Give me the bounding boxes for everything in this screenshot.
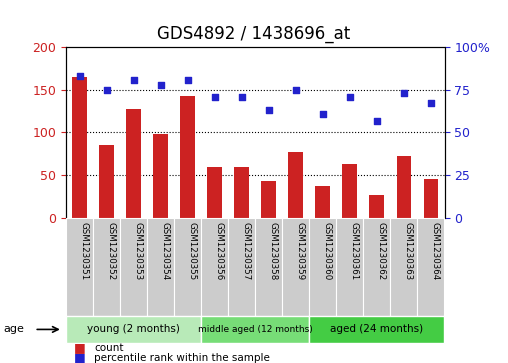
Text: young (2 months): young (2 months) bbox=[87, 325, 180, 334]
Text: GSM1230363: GSM1230363 bbox=[404, 222, 413, 280]
Point bbox=[76, 73, 84, 79]
Point bbox=[373, 118, 381, 123]
Bar bbox=[424, 179, 438, 218]
Text: GSM1230352: GSM1230352 bbox=[107, 222, 116, 280]
Text: GSM1230351: GSM1230351 bbox=[80, 222, 88, 280]
Bar bbox=[234, 167, 249, 218]
Text: ■: ■ bbox=[74, 351, 85, 363]
Text: count: count bbox=[94, 343, 124, 353]
Point bbox=[319, 111, 327, 117]
FancyBboxPatch shape bbox=[93, 218, 120, 316]
Point bbox=[265, 107, 273, 113]
FancyBboxPatch shape bbox=[228, 218, 255, 316]
Bar bbox=[289, 152, 303, 218]
FancyBboxPatch shape bbox=[282, 218, 309, 316]
FancyBboxPatch shape bbox=[201, 316, 309, 343]
FancyBboxPatch shape bbox=[336, 218, 363, 316]
Bar bbox=[261, 181, 276, 218]
Point bbox=[427, 101, 435, 106]
Point bbox=[346, 94, 354, 99]
FancyBboxPatch shape bbox=[201, 218, 228, 316]
FancyBboxPatch shape bbox=[120, 218, 147, 316]
FancyBboxPatch shape bbox=[309, 218, 336, 316]
Text: GSM1230356: GSM1230356 bbox=[215, 222, 224, 280]
Bar bbox=[342, 164, 357, 218]
Point bbox=[400, 90, 408, 96]
FancyBboxPatch shape bbox=[66, 316, 201, 343]
Bar bbox=[126, 109, 141, 218]
Bar bbox=[207, 167, 222, 218]
Bar bbox=[369, 195, 385, 218]
Point bbox=[103, 87, 111, 93]
Bar bbox=[72, 77, 87, 218]
Point bbox=[292, 87, 300, 93]
Text: aged (24 months): aged (24 months) bbox=[330, 325, 424, 334]
Text: age: age bbox=[4, 325, 24, 334]
Point bbox=[211, 94, 219, 99]
Text: GDS4892 / 1438696_at: GDS4892 / 1438696_at bbox=[157, 25, 351, 44]
Text: GSM1230357: GSM1230357 bbox=[242, 222, 251, 280]
FancyBboxPatch shape bbox=[309, 316, 444, 343]
Text: GSM1230359: GSM1230359 bbox=[296, 222, 305, 280]
FancyBboxPatch shape bbox=[174, 218, 201, 316]
Text: GSM1230361: GSM1230361 bbox=[350, 222, 359, 280]
Text: GSM1230362: GSM1230362 bbox=[377, 222, 386, 280]
Text: ■: ■ bbox=[74, 342, 85, 355]
Text: GSM1230353: GSM1230353 bbox=[134, 222, 143, 280]
FancyBboxPatch shape bbox=[66, 218, 93, 316]
Text: percentile rank within the sample: percentile rank within the sample bbox=[94, 353, 270, 363]
Bar bbox=[315, 186, 330, 218]
Bar bbox=[99, 145, 114, 218]
FancyBboxPatch shape bbox=[255, 218, 282, 316]
Text: GSM1230355: GSM1230355 bbox=[187, 222, 197, 280]
FancyBboxPatch shape bbox=[147, 218, 174, 316]
FancyBboxPatch shape bbox=[363, 218, 391, 316]
Bar bbox=[397, 155, 411, 218]
Point bbox=[183, 77, 192, 82]
Point bbox=[238, 94, 246, 99]
Text: GSM1230354: GSM1230354 bbox=[161, 222, 170, 280]
Text: middle aged (12 months): middle aged (12 months) bbox=[198, 325, 312, 334]
FancyBboxPatch shape bbox=[418, 218, 444, 316]
Bar bbox=[153, 134, 168, 218]
FancyBboxPatch shape bbox=[391, 218, 418, 316]
Bar bbox=[180, 96, 195, 218]
Text: GSM1230358: GSM1230358 bbox=[269, 222, 278, 280]
Point bbox=[156, 82, 165, 87]
Text: GSM1230360: GSM1230360 bbox=[323, 222, 332, 280]
Text: GSM1230364: GSM1230364 bbox=[431, 222, 440, 280]
Point bbox=[130, 77, 138, 82]
